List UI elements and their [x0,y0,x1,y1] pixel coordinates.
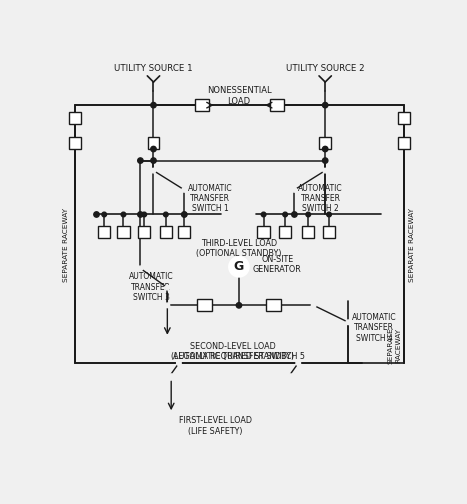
Circle shape [182,187,187,192]
Text: G: G [234,261,244,273]
Bar [302,226,314,238]
Circle shape [306,212,311,217]
Circle shape [169,374,174,379]
Circle shape [151,168,156,173]
Bar [69,112,81,124]
Text: SECOND-LEVEL LOAD
(LEGALLY REQUIRED STANDBY): SECOND-LEVEL LOAD (LEGALLY REQUIRED STAN… [171,342,294,361]
Text: AUTOMATIC
TRANSFER
SWITCH 3: AUTOMATIC TRANSFER SWITCH 3 [129,272,173,302]
Circle shape [323,158,328,163]
Text: AUTOMATIC TRANSFER SWITCH 5: AUTOMATIC TRANSFER SWITCH 5 [173,352,305,361]
Text: AUTOMATIC
TRANSFER
SWITCH 2: AUTOMATIC TRANSFER SWITCH 2 [298,183,343,214]
Circle shape [346,320,351,325]
Circle shape [138,212,143,217]
Bar [270,99,283,111]
Bar [160,226,172,238]
Text: THIRD-LEVEL LOAD
(OPTIONAL STANDBY): THIRD-LEVEL LOAD (OPTIONAL STANDBY) [196,239,282,258]
Text: UTILITY SOURCE 1: UTILITY SOURCE 1 [114,64,193,73]
Bar [279,226,291,238]
Circle shape [261,212,266,217]
Circle shape [292,212,297,217]
Circle shape [151,146,156,152]
Circle shape [151,158,156,163]
Bar [195,99,209,111]
Text: SEPARATE
RACEWAY: SEPARATE RACEWAY [388,327,401,364]
Text: AUTOMATIC
TRANSFER
SWITCH 1: AUTOMATIC TRANSFER SWITCH 1 [188,183,233,214]
Circle shape [236,302,241,308]
Bar [178,226,191,238]
Circle shape [323,168,327,173]
Bar [398,112,410,124]
Circle shape [151,102,156,108]
Text: ON-SITE
GENERATOR: ON-SITE GENERATOR [253,255,302,274]
Circle shape [229,257,249,277]
Circle shape [165,303,170,307]
Circle shape [138,158,143,163]
Text: UTILITY SOURCE 2: UTILITY SOURCE 2 [286,64,365,73]
Bar [148,137,159,149]
Circle shape [296,361,301,365]
Bar [69,137,81,149]
Circle shape [182,212,187,217]
Text: SEPARATE RACEWAY: SEPARATE RACEWAY [409,208,415,282]
Circle shape [142,212,147,217]
Bar [257,226,270,238]
Circle shape [165,285,170,290]
Bar [319,137,331,149]
Circle shape [163,212,168,217]
Circle shape [323,146,328,152]
Bar [117,226,130,238]
Circle shape [182,212,187,217]
Text: AUTOMATIC
TRANSFER
SWITCH 4: AUTOMATIC TRANSFER SWITCH 4 [352,313,397,343]
Bar [98,226,110,238]
Circle shape [138,266,143,271]
Circle shape [94,212,99,217]
Circle shape [121,212,126,217]
Bar [323,226,335,238]
Circle shape [102,212,106,217]
Bar [138,226,150,238]
Circle shape [311,303,316,307]
Bar [266,299,281,311]
Circle shape [292,187,297,192]
Circle shape [323,102,328,108]
Bar [197,299,212,311]
Text: NONESSENTIAL
LOAD: NONESSENTIAL LOAD [206,86,271,106]
Text: SEPARATE RACEWAY: SEPARATE RACEWAY [64,208,70,282]
Text: FIRST-LEVEL LOAD
(LIFE SAFETY): FIRST-LEVEL LOAD (LIFE SAFETY) [179,416,252,435]
Circle shape [288,374,293,379]
Bar [398,137,410,149]
Circle shape [177,361,181,365]
Circle shape [327,212,332,217]
Circle shape [283,212,288,217]
